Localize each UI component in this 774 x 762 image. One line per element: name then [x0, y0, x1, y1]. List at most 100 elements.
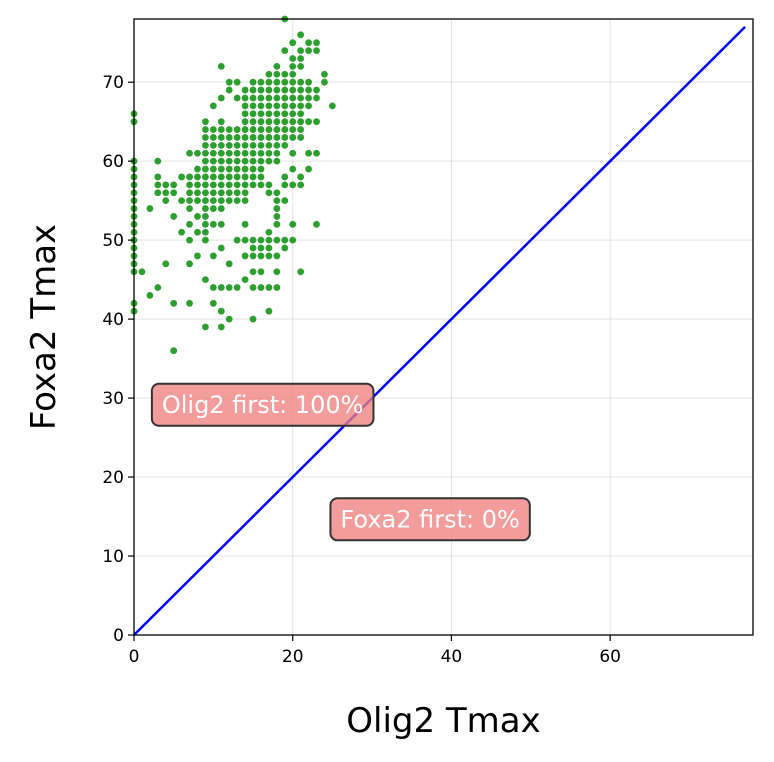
data-point [289, 110, 297, 118]
data-point [328, 102, 336, 110]
data-point [186, 149, 193, 157]
data-point [305, 94, 312, 102]
x-axis-ticks: 0 20 40 60 [129, 635, 621, 667]
data-point [265, 181, 273, 189]
annotation-box: Olig2 first: 100% [150, 382, 375, 427]
data-point [249, 149, 257, 157]
data-point [281, 141, 289, 149]
data-point [249, 165, 257, 173]
data-point [209, 134, 217, 141]
data-point [202, 181, 209, 189]
data-point [233, 157, 241, 165]
data-point [241, 94, 249, 102]
data-point [289, 220, 297, 228]
data-point [178, 197, 186, 205]
data-point [289, 70, 297, 78]
data-point [186, 299, 193, 307]
data-point [257, 244, 265, 252]
data-point [217, 307, 225, 315]
data-point [209, 157, 217, 165]
data-point [289, 78, 297, 86]
data-point [209, 189, 217, 197]
data-point [265, 236, 273, 244]
data-point [249, 94, 257, 102]
data-point [257, 149, 265, 157]
data-point [209, 165, 217, 173]
data-point [154, 189, 162, 197]
data-point [321, 78, 328, 86]
data-point [273, 86, 281, 94]
data-point [273, 197, 281, 205]
y-tick-label: 70 [102, 73, 124, 93]
data-point [273, 236, 281, 244]
data-point [217, 189, 225, 197]
data-point [273, 149, 281, 157]
data-point [233, 236, 241, 244]
data-point [217, 157, 225, 165]
data-point [170, 181, 178, 189]
data-point [281, 118, 289, 126]
data-point [265, 126, 273, 133]
data-point [154, 157, 162, 165]
data-point [257, 94, 265, 102]
data-point [273, 189, 281, 197]
data-point [249, 284, 257, 291]
data-point [217, 323, 225, 331]
data-point [313, 47, 320, 54]
data-point [305, 78, 312, 86]
data-point [321, 70, 328, 78]
data-point [225, 181, 233, 189]
data-point [209, 220, 217, 228]
data-point [202, 134, 209, 141]
data-point [265, 307, 273, 315]
data-point [289, 39, 297, 47]
data-point [233, 78, 241, 86]
x-tick-label: 60 [599, 647, 621, 667]
x-tick-label: 20 [282, 647, 304, 667]
data-point [289, 62, 297, 70]
data-point [297, 173, 305, 181]
data-point [249, 78, 257, 86]
data-point [194, 252, 201, 260]
data-point [202, 323, 209, 331]
data-point [281, 134, 289, 141]
data-point [225, 284, 233, 291]
annotations: Olig2 first: 100% Foxa2 first: 0% [150, 382, 531, 542]
data-point [281, 102, 289, 110]
data-point [289, 102, 297, 110]
y-axis-ticks: 0 10 20 30 40 50 60 70 [102, 73, 134, 646]
data-point [162, 189, 170, 197]
data-point [170, 213, 178, 220]
data-point [281, 70, 289, 78]
data-point [186, 236, 193, 244]
annotation-background [150, 382, 375, 427]
data-point [233, 149, 241, 157]
data-point [233, 189, 241, 197]
data-point [202, 189, 209, 197]
data-point [273, 134, 281, 141]
data-point [249, 173, 257, 181]
data-point [170, 347, 178, 355]
data-point [265, 149, 273, 157]
data-point [265, 70, 273, 78]
x-axis-label: Olig2 Tmax [346, 701, 541, 741]
data-point [241, 220, 249, 228]
annotation-text: Foxa2 first: 0% [340, 505, 519, 533]
data-point [162, 197, 170, 205]
data-point [241, 110, 249, 118]
data-point [209, 181, 217, 189]
data-point [257, 141, 265, 149]
data-point [257, 173, 265, 181]
data-point [273, 157, 281, 165]
data-point [249, 126, 257, 133]
data-point [313, 220, 320, 228]
data-point [186, 260, 193, 268]
data-point [273, 126, 281, 133]
data-point [162, 260, 170, 268]
data-point [194, 165, 201, 173]
data-point [249, 244, 257, 252]
data-point [289, 94, 297, 102]
data-point [265, 157, 273, 165]
data-point [241, 197, 249, 205]
data-point [217, 220, 225, 228]
